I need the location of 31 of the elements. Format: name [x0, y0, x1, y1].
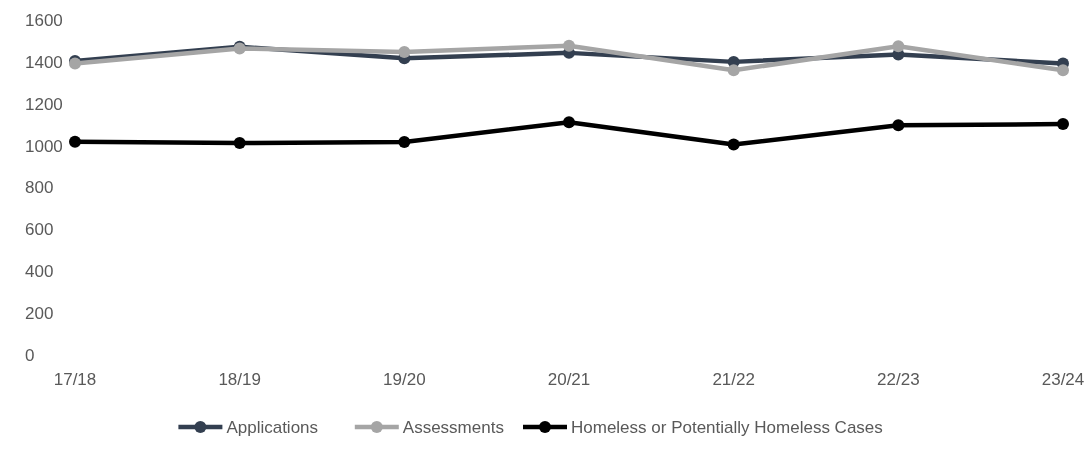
point [1057, 118, 1069, 131]
x-tick-label: 19/20 [383, 370, 426, 389]
point [1057, 64, 1069, 77]
y-tick-label: 800 [25, 178, 54, 198]
point [727, 64, 740, 77]
y-tick-label: 1400 [25, 52, 63, 72]
point [892, 40, 905, 53]
y-tick-label: 400 [25, 262, 54, 282]
legend-label: Assessments [402, 417, 504, 437]
x-tick-label: 21/22 [712, 370, 755, 389]
legend-label: Applications [226, 417, 319, 437]
x-tick-label: 17/18 [53, 370, 97, 389]
x-tick-label: 23/24 [1041, 370, 1085, 389]
y-tick-label: 600 [25, 220, 54, 240]
y-tick-label: 1600 [25, 10, 63, 30]
point [563, 39, 575, 52]
point [563, 116, 575, 129]
y-tick-label: 0 [25, 345, 35, 365]
point [69, 135, 81, 148]
y-tick-label: 200 [25, 304, 54, 324]
x-tick-label: 22/23 [877, 370, 920, 389]
point [398, 46, 411, 59]
point [892, 119, 905, 132]
x-tick-label: 18/19 [218, 370, 261, 389]
x-tick-label: 20/21 [547, 370, 591, 389]
point [233, 137, 246, 150]
y-tick-label: 1200 [25, 94, 63, 114]
legend-label: Homeless or Potentially Homeless Cases [571, 417, 883, 437]
point [398, 136, 411, 149]
y-tick-label: 1000 [25, 136, 63, 156]
point [727, 138, 740, 151]
